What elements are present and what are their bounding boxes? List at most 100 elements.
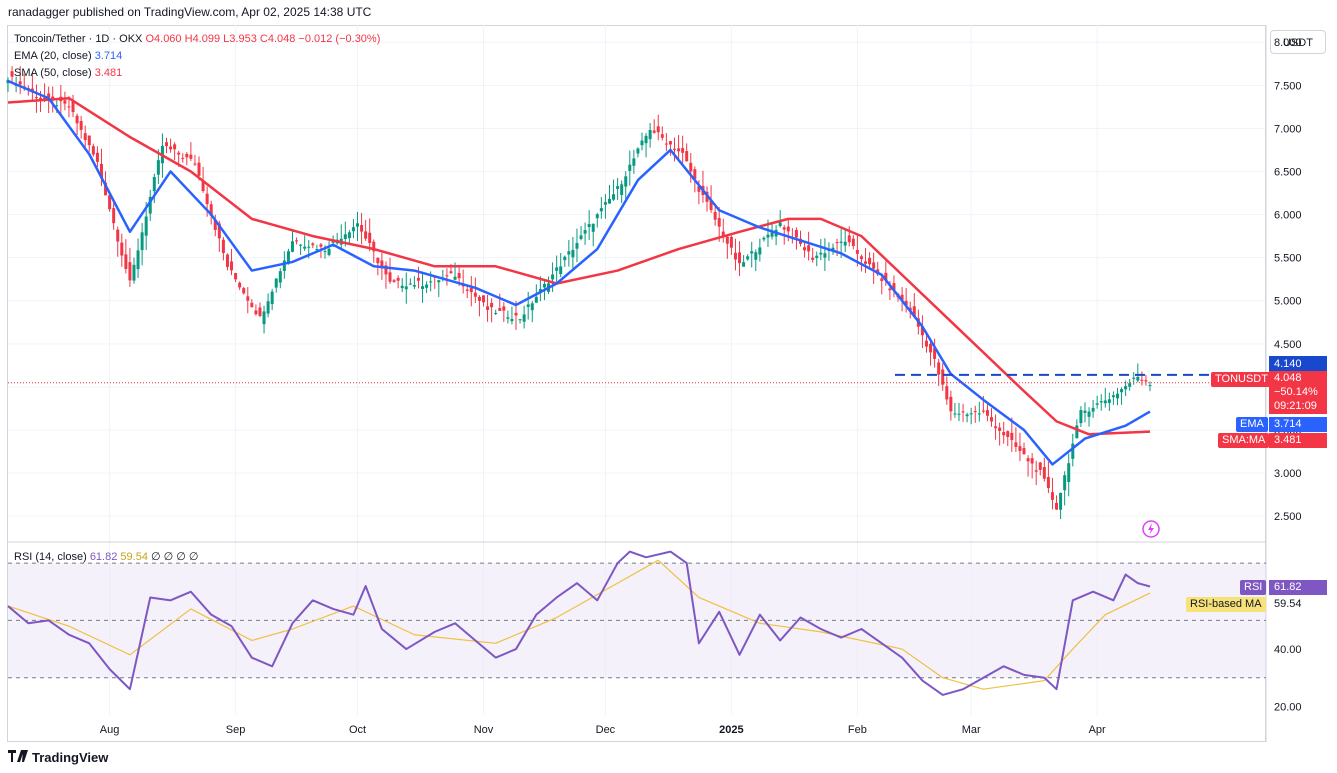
candle-body bbox=[758, 247, 762, 255]
candle-body bbox=[376, 257, 380, 264]
candle-body bbox=[941, 369, 945, 385]
candle-body bbox=[502, 306, 506, 311]
candle-body bbox=[733, 252, 737, 260]
candle-body bbox=[396, 277, 400, 281]
candle-body bbox=[173, 144, 177, 150]
candle-body bbox=[953, 413, 957, 415]
rsi-line bbox=[7, 550, 1151, 696]
candle-body bbox=[461, 285, 465, 287]
candle-body bbox=[538, 289, 542, 293]
candle-body bbox=[498, 308, 502, 311]
publisher-note: ranadagger published on TradingView.com,… bbox=[8, 5, 372, 19]
ema-20-line bbox=[7, 79, 1151, 466]
candle-body bbox=[254, 310, 258, 315]
candle-body bbox=[10, 71, 14, 77]
candle-body bbox=[351, 227, 355, 232]
footer-brand[interactable]: TradingView bbox=[8, 750, 108, 765]
candle-body bbox=[555, 267, 559, 271]
candle-body bbox=[262, 311, 266, 325]
candle-body bbox=[213, 219, 217, 230]
candle-body bbox=[120, 242, 124, 256]
candle-body bbox=[164, 142, 168, 147]
candle-body bbox=[270, 291, 274, 305]
candle-body bbox=[563, 256, 567, 261]
candle-body bbox=[225, 254, 229, 267]
lightning-bolt bbox=[1148, 523, 1154, 535]
candle-body bbox=[933, 348, 937, 359]
candle-body bbox=[457, 273, 461, 279]
candle-body bbox=[575, 242, 579, 249]
candle-body bbox=[1120, 389, 1124, 393]
rsima-tag: RSI-based MA bbox=[1186, 597, 1266, 612]
candle-body bbox=[807, 245, 811, 252]
candle-body bbox=[677, 148, 681, 152]
legend-sma-value: 3.481 bbox=[94, 67, 123, 79]
candle-body bbox=[551, 274, 555, 280]
candle-body bbox=[839, 241, 843, 243]
price-tick-label: 4.500 bbox=[1274, 339, 1302, 351]
candle-body bbox=[937, 362, 941, 375]
candle-body bbox=[636, 148, 640, 154]
candle-body bbox=[571, 249, 575, 258]
candle-body bbox=[400, 285, 404, 289]
rsi-legend: RSI (14, close) 61.82 59.54 ∅ ∅ ∅ ∅ bbox=[14, 549, 199, 566]
candle-body bbox=[356, 223, 360, 227]
tradingview-logo-icon bbox=[8, 750, 28, 765]
candle-body bbox=[612, 194, 616, 200]
candle-body bbox=[465, 289, 469, 291]
candle-body bbox=[1095, 403, 1099, 405]
candle-body bbox=[786, 226, 790, 232]
candle-body bbox=[681, 148, 685, 153]
candle-body bbox=[181, 157, 185, 159]
candle-body bbox=[128, 262, 132, 281]
candle-body bbox=[91, 146, 95, 155]
candle-body bbox=[864, 261, 868, 264]
candle-body bbox=[412, 285, 416, 287]
candle-body bbox=[994, 426, 998, 429]
candle-body bbox=[177, 152, 181, 155]
candle-body bbox=[794, 229, 798, 238]
candle-body bbox=[490, 302, 494, 308]
candle-body bbox=[1034, 470, 1038, 472]
candle-body bbox=[221, 239, 225, 253]
rsi-tick-label: 40.00 bbox=[1274, 644, 1302, 656]
candle-body bbox=[693, 169, 697, 179]
candle-body bbox=[1115, 393, 1119, 399]
currency-button[interactable]: USDT bbox=[1270, 30, 1326, 54]
candle-body bbox=[721, 231, 725, 238]
candle-body bbox=[116, 229, 120, 242]
candle-body bbox=[949, 396, 953, 412]
candle-body bbox=[209, 204, 213, 216]
time-tick-label: 2025 bbox=[719, 724, 743, 736]
candle-body bbox=[494, 313, 498, 315]
candle-body bbox=[957, 413, 961, 415]
candle-body bbox=[668, 141, 672, 145]
candle-body bbox=[429, 281, 433, 283]
candle-body bbox=[1148, 385, 1152, 387]
candle-body bbox=[421, 286, 425, 289]
candle-body bbox=[888, 288, 892, 291]
candle-body bbox=[924, 340, 928, 347]
candle-body bbox=[803, 247, 807, 251]
candle-body bbox=[486, 306, 490, 310]
symbol-tag: TONUSDT bbox=[1211, 372, 1272, 387]
candle-body bbox=[819, 252, 823, 255]
candle-body bbox=[71, 101, 75, 113]
price-tick-label: 8.000 bbox=[1274, 37, 1302, 49]
candle-body bbox=[1103, 400, 1107, 404]
candle-body bbox=[1050, 492, 1054, 500]
candle-body bbox=[392, 280, 396, 282]
candle-body bbox=[230, 261, 234, 271]
candle-body bbox=[282, 260, 286, 271]
candle-body bbox=[1111, 395, 1115, 398]
candle-body bbox=[63, 100, 67, 104]
candle-body bbox=[193, 163, 197, 165]
candle-body bbox=[522, 314, 526, 322]
candle-body bbox=[729, 236, 733, 248]
candle-body bbox=[327, 248, 331, 255]
legend-rsi-value: 61.82 bbox=[89, 551, 118, 563]
footer-brand-text: TradingView bbox=[32, 750, 109, 765]
candle-body bbox=[364, 231, 368, 239]
price-tick-label: 2.500 bbox=[1274, 511, 1302, 523]
